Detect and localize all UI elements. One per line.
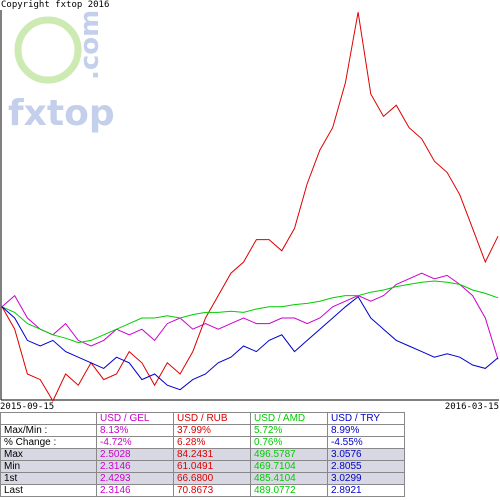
table-cell: 469.7104 [250,460,328,473]
legend-entry: USD / GEL [96,412,174,425]
table-cell: 8.13% [96,424,174,437]
table-cell: 2.8055 [327,460,405,473]
table-cell: 0.76% [250,436,328,449]
x-tick-label: 2016-03-15 [445,402,499,410]
series-line [1,295,499,391]
row-label: Max [0,448,97,461]
table-cell: 5.72% [250,424,328,437]
header-row: USD / GEL USD / RUB USD / AMD USD / TRY [0,412,405,425]
chart: Copyright fxtop 2016 fxtop .com 2015-09-… [0,0,499,410]
table-row: % Change : -4.72% 6.28% 0.76% -4.55% [0,436,405,449]
copyright: Copyright fxtop 2016 [1,0,109,10]
row-label: Last [0,484,97,497]
row-label: 1st [0,472,97,485]
table-row: Max/Min :8.13% 37.99% 5.72% 8.99% [0,424,405,437]
table-row: Last 2.3146 70.8673 489.0772 2.8921 [0,484,405,497]
legend-entry: USD / RUB [173,412,251,425]
legend-entry: USD / AMD [250,412,328,425]
table-cell: 2.8921 [327,484,405,497]
table-row: Min 2.3146 61.0491 469.7104 2.8055 [0,460,405,473]
table-cell: 2.3146 [96,460,174,473]
table-cell: -4.55% [327,436,405,449]
table-cell: -4.72% [96,436,174,449]
stats-table: USD / GEL USD / RUB USD / AMD USD / TRY Max/… [0,412,405,497]
table-cell: 2.5028 [96,448,174,461]
x-tick-label: 2015-09-15 [0,402,54,410]
table-cell: 70.8673 [173,484,251,497]
table-cell: 8.99% [327,424,405,437]
table-cell: 37.99% [173,424,251,437]
row-label: Max/Min : [0,424,97,437]
table-cell: 66.6800 [173,472,251,485]
corner-cell [0,412,97,425]
table-cell: 496.5787 [250,448,328,461]
series-line [1,12,499,402]
logo-smiley [14,16,82,84]
series-line [1,272,499,360]
logo-suffix: .com [75,10,105,80]
row-label: % Change : [0,436,97,449]
table-cell: 61.0491 [173,460,251,473]
table-cell: 3.0299 [327,472,405,485]
row-label: Min [0,460,97,473]
table-cell: 2.3146 [96,484,174,497]
logo: fxtop .com [8,10,115,134]
table-cell: 485.4104 [250,472,328,485]
table-cell: 84.2431 [173,448,251,461]
logo-name: fxtop [8,93,115,134]
table-row: Max 2.5028 84.2431 496.5787 3.0576 [0,448,405,461]
legend-entry: USD / TRY [327,412,405,425]
table-cell: 6.28% [173,436,251,449]
table-cell: 489.0772 [250,484,328,497]
series-line [1,280,499,344]
table-row: 1st 2.4293 66.6800 485.4104 3.0299 [0,472,405,485]
table-cell: 2.4293 [96,472,174,485]
table-cell: 3.0576 [327,448,405,461]
